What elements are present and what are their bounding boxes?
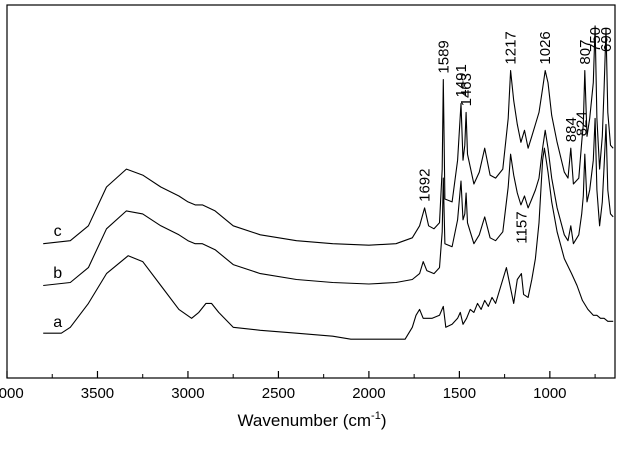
x-tick-label-2000: 2000: [352, 385, 385, 402]
peak-label-884: 884: [563, 117, 580, 142]
peak-label-1026: 1026: [537, 31, 554, 64]
peak-label-1692: 1692: [417, 169, 434, 202]
trace-a: [43, 147, 614, 340]
peak-label-1463: 1463: [458, 73, 475, 106]
trace-label-a: a: [53, 314, 62, 331]
trace-c: [43, 25, 614, 246]
x-tick-label-1000: 1000: [533, 385, 566, 402]
peak-label-1217: 1217: [503, 31, 520, 64]
x-tick-label-4000: 4000: [0, 385, 24, 402]
x-tick-label-1500: 1500: [443, 385, 476, 402]
plot-frame: [6, 4, 616, 379]
trace-label-c: c: [54, 223, 62, 240]
x-tick-label-2500: 2500: [262, 385, 295, 402]
x-axis-title: Wavenumber (cm-1): [238, 410, 387, 430]
x-ticks: 4000 3500 3000 2500 2000 1500 1000: [0, 371, 596, 402]
trace-b: [43, 117, 614, 287]
spectra-traces: [43, 25, 614, 340]
x-tick-label-3000: 3000: [171, 385, 204, 402]
peak-label-824: 824: [574, 111, 591, 136]
peak-label-1491: 1491: [453, 64, 470, 97]
peak-label-807: 807: [577, 40, 594, 65]
peak-label-1589: 1589: [435, 40, 452, 73]
x-tick-label-3500: 3500: [81, 385, 114, 402]
peak-label-690: 690: [598, 27, 615, 52]
trace-label-b: b: [53, 265, 62, 282]
peak-label-1157: 1157: [513, 211, 530, 243]
peak-label-750: 750: [587, 27, 604, 52]
trace-labels: c b a: [53, 223, 62, 331]
